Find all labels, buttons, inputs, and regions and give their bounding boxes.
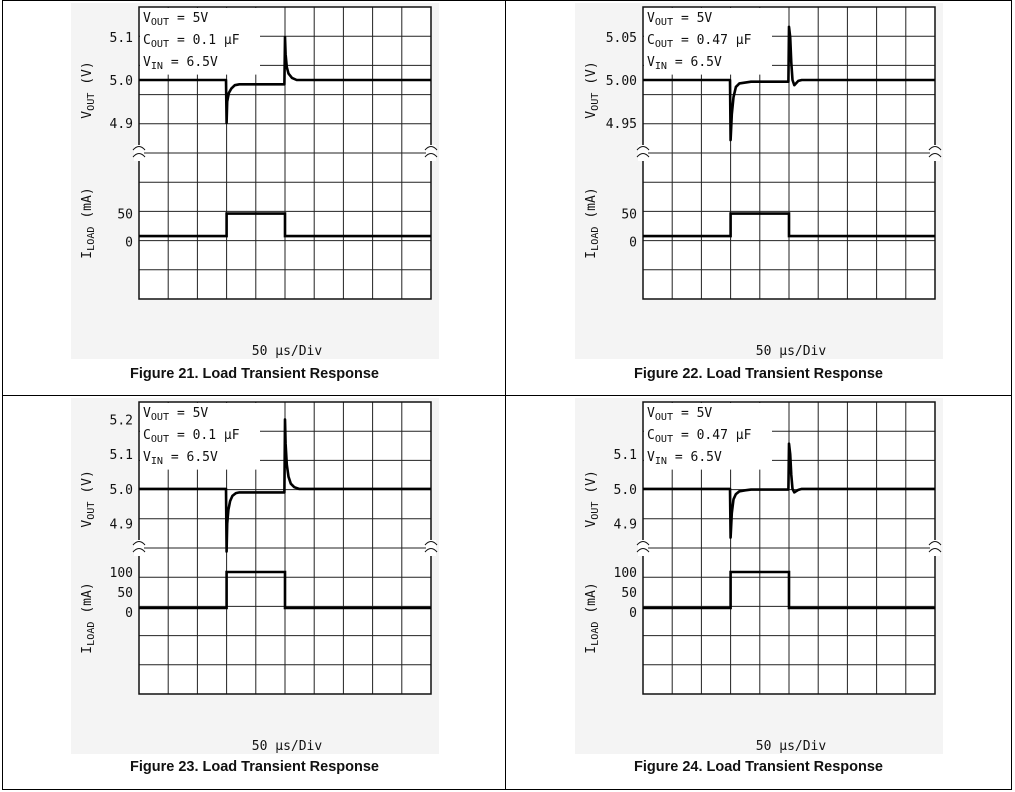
table-horizontal-divider bbox=[2, 395, 1012, 396]
vout-tick-label: 5.0 bbox=[614, 483, 637, 498]
axis-break-mark bbox=[636, 541, 650, 546]
vout-tick-label: 5.05 bbox=[606, 31, 637, 46]
vout-tick-label: 4.9 bbox=[110, 518, 133, 533]
plot-area: VOUT = 5V COUT = 0.1 µF VIN = 6.5V 5.2 5.1 5.… bbox=[71, 398, 439, 754]
iload-axis-label: ILOAD (mA) bbox=[80, 187, 97, 258]
condition-label: VIN = 6.5V bbox=[647, 450, 722, 467]
vout-axis-label: VOUT (V) bbox=[80, 470, 97, 527]
figure-cell-23: VOUT = 5V COUT = 0.1 µF VIN = 6.5V 5.2 5.1 5.… bbox=[3, 396, 506, 790]
iload-tick-label: 100 bbox=[110, 566, 133, 581]
iload-axis-label: ILOAD (mA) bbox=[584, 582, 601, 653]
condition-label: VIN = 6.5V bbox=[143, 450, 218, 467]
iload-tick-label: 50 bbox=[117, 208, 133, 223]
vout-tick-label: 4.9 bbox=[110, 117, 133, 132]
condition-label: COUT = 0.1 µF bbox=[143, 428, 240, 445]
iload-axis-label: ILOAD (mA) bbox=[80, 582, 97, 653]
x-axis-label: 50 µs/Div bbox=[252, 739, 323, 754]
conditions-box bbox=[644, 8, 772, 75]
figure-caption: Figure 22. Load Transient Response bbox=[634, 366, 883, 382]
vout-tick-label: 5.2 bbox=[110, 413, 133, 428]
conditions-box bbox=[140, 8, 260, 75]
axis-break-mark bbox=[928, 541, 942, 546]
axis-break-mark bbox=[636, 548, 650, 553]
iload-tick-label: 50 bbox=[117, 586, 133, 601]
condition-label: VOUT = 5V bbox=[647, 11, 712, 28]
conditions-box bbox=[140, 403, 260, 470]
iload-trace bbox=[139, 212, 431, 238]
iload-axis-label: ILOAD (mA) bbox=[584, 187, 601, 258]
axis-break-mark bbox=[132, 541, 146, 546]
axis-break-mark bbox=[132, 146, 146, 151]
vout-trace bbox=[139, 418, 431, 553]
chart-figure-22: VOUT = 5V COUT = 0.47 µF VIN = 6.5V 5.05 5.0… bbox=[575, 3, 943, 359]
x-axis-label: 50 µs/Div bbox=[756, 739, 827, 754]
condition-label: VOUT = 5V bbox=[647, 406, 712, 423]
axis-break-mark bbox=[424, 548, 438, 553]
vout-tick-label: 4.95 bbox=[606, 117, 637, 132]
plot-area: VOUT = 5V COUT = 0.47 µF VIN = 6.5V 5.1 5.0 4… bbox=[575, 398, 943, 754]
x-axis-label: 50 µs/Div bbox=[252, 344, 323, 359]
chart-figure-23: VOUT = 5V COUT = 0.1 µF VIN = 6.5V 5.2 5.1 5.… bbox=[71, 398, 439, 754]
axis-break-mark bbox=[636, 153, 650, 158]
conditions-box bbox=[644, 403, 772, 470]
iload-tick-label: 0 bbox=[629, 236, 637, 251]
iload-trace bbox=[643, 212, 935, 238]
condition-label: COUT = 0.47 µF bbox=[647, 428, 752, 445]
axis-break-mark bbox=[636, 146, 650, 151]
axis-break-mark bbox=[132, 548, 146, 553]
axis-break-mark bbox=[424, 146, 438, 151]
axis-break-mark bbox=[424, 153, 438, 158]
vout-tick-label: 5.1 bbox=[614, 448, 637, 463]
figure-caption: Figure 21. Load Transient Response bbox=[130, 366, 379, 382]
vout-trace bbox=[139, 35, 431, 125]
vout-tick-label: 5.00 bbox=[606, 74, 637, 89]
chart-figure-21: VOUT = 5V COUT = 0.1 µF VIN = 6.5V 5.1 5.0 4.… bbox=[71, 3, 439, 359]
plot-area: VOUT = 5V COUT = 0.47 µF VIN = 6.5V 5.05 5.0… bbox=[575, 3, 943, 359]
axis-break-mark bbox=[132, 153, 146, 158]
iload-tick-label: 0 bbox=[125, 236, 133, 251]
vout-trace bbox=[643, 25, 935, 142]
axis-break-mark bbox=[928, 548, 942, 553]
vout-tick-label: 5.0 bbox=[110, 483, 133, 498]
vout-trace bbox=[643, 442, 935, 539]
axis-break-mark bbox=[424, 541, 438, 546]
vout-tick-label: 5.1 bbox=[110, 31, 133, 46]
vout-axis-label: VOUT (V) bbox=[584, 470, 601, 527]
condition-label: COUT = 0.1 µF bbox=[143, 33, 240, 50]
figure-caption: Figure 24. Load Transient Response bbox=[634, 759, 883, 775]
axis-break-mark bbox=[928, 153, 942, 158]
x-axis-label: 50 µs/Div bbox=[756, 344, 827, 359]
figure-cell-21: VOUT = 5V COUT = 0.1 µF VIN = 6.5V 5.1 5.0 4.… bbox=[3, 1, 506, 395]
iload-trace bbox=[643, 570, 935, 610]
figure-cell-24: VOUT = 5V COUT = 0.47 µF VIN = 6.5V 5.1 5.0 4… bbox=[507, 396, 1010, 790]
vout-tick-label: 4.9 bbox=[614, 518, 637, 533]
vout-axis-label: VOUT (V) bbox=[584, 61, 601, 118]
condition-label: COUT = 0.47 µF bbox=[647, 33, 752, 50]
vout-tick-label: 5.1 bbox=[110, 448, 133, 463]
iload-tick-label: 100 bbox=[614, 566, 637, 581]
axis-break-mark bbox=[928, 146, 942, 151]
plot-area: VOUT = 5V COUT = 0.1 µF VIN = 6.5V 5.1 5.0 4.… bbox=[71, 3, 439, 359]
condition-label: VIN = 6.5V bbox=[647, 55, 722, 72]
condition-label: VIN = 6.5V bbox=[143, 55, 218, 72]
condition-label: VOUT = 5V bbox=[143, 11, 208, 28]
figure-caption: Figure 23. Load Transient Response bbox=[130, 759, 379, 775]
chart-figure-24: VOUT = 5V COUT = 0.47 µF VIN = 6.5V 5.1 5.0 4… bbox=[575, 398, 943, 754]
vout-axis-label: VOUT (V) bbox=[80, 61, 97, 118]
iload-tick-label: 0 bbox=[629, 606, 637, 621]
condition-label: VOUT = 5V bbox=[143, 406, 208, 423]
iload-tick-label: 0 bbox=[125, 606, 133, 621]
iload-tick-label: 50 bbox=[621, 586, 637, 601]
figure-cell-22: VOUT = 5V COUT = 0.47 µF VIN = 6.5V 5.05 5.0… bbox=[507, 1, 1010, 395]
iload-tick-label: 50 bbox=[621, 208, 637, 223]
iload-trace bbox=[139, 570, 431, 610]
vout-tick-label: 5.0 bbox=[110, 74, 133, 89]
